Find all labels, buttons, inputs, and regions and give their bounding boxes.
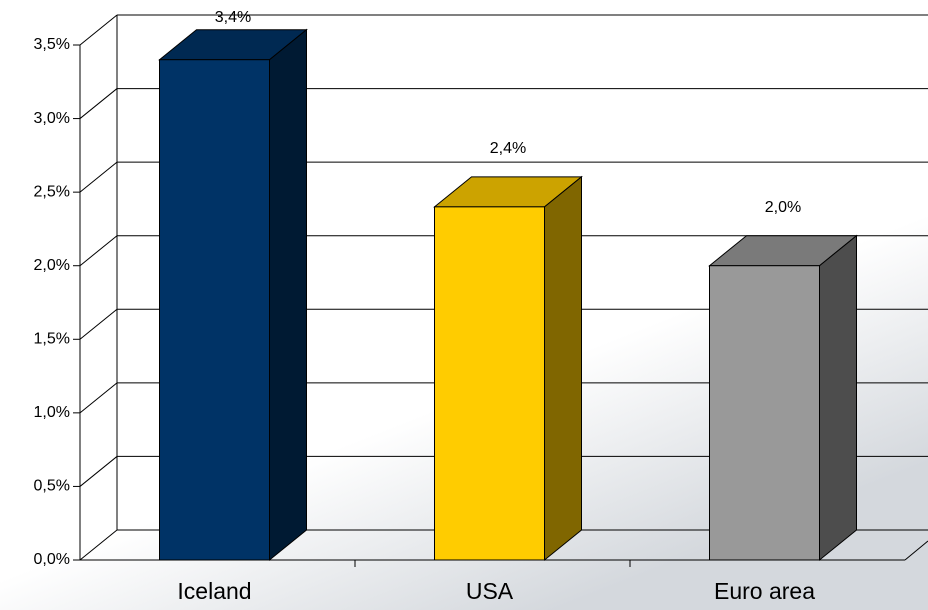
floor-line [904, 540, 928, 561]
bar [159, 59, 270, 561]
x-tick-label: USA [466, 578, 514, 604]
x-tick-label: Euro area [714, 578, 815, 604]
bar [434, 206, 545, 561]
y-tick-label: 1,5% [34, 331, 70, 348]
grid-line [79, 161, 118, 193]
bar-side [819, 234, 857, 562]
grid-line [79, 88, 118, 119]
grid-line [79, 14, 118, 46]
y-tick-label: 3,0% [34, 110, 70, 127]
data-label: 3,4% [215, 9, 251, 26]
y-tick-label: 3,5% [34, 36, 70, 53]
y-tick-label: 0,0% [34, 551, 70, 568]
grid-line [79, 308, 118, 340]
bar-side [269, 28, 307, 562]
bar [709, 265, 820, 561]
grid-line [79, 382, 118, 414]
y-tick-label: 2,5% [34, 183, 70, 200]
data-label: 2,4% [490, 140, 526, 157]
x-tick-label: Iceland [177, 578, 251, 604]
y-tick-label: 1,0% [34, 404, 70, 421]
y-tick-label: 0,5% [34, 478, 70, 495]
grid-line [79, 235, 118, 267]
y-tick-label: 2,0% [34, 257, 70, 274]
grid-line [79, 529, 118, 561]
grid-line [79, 456, 118, 487]
data-label: 2,0% [765, 199, 801, 216]
bar-side [544, 175, 582, 562]
